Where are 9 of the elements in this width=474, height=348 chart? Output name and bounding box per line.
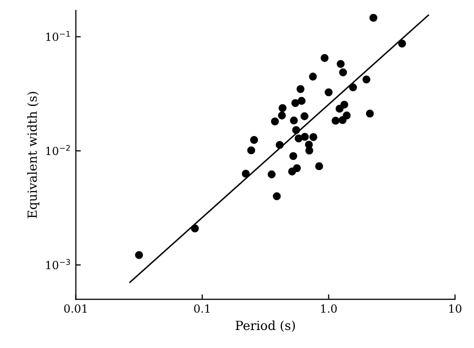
x-tick-label: 10 [449,304,462,313]
x-tick-label: 0.1 [194,304,210,313]
x-axis-title: Period (s) [236,320,295,332]
y-tick-label: 10$^{−1}$ [46,30,70,42]
x-tick-label: 1.0 [321,304,337,313]
y-tick-label: 10$^{−3}$ [46,259,70,270]
x-tick-label: 0.01 [64,304,87,313]
y-axis-title: Equivalent width (s) [27,92,40,218]
y-tick-label: 10$^{−2}$ [46,144,70,156]
